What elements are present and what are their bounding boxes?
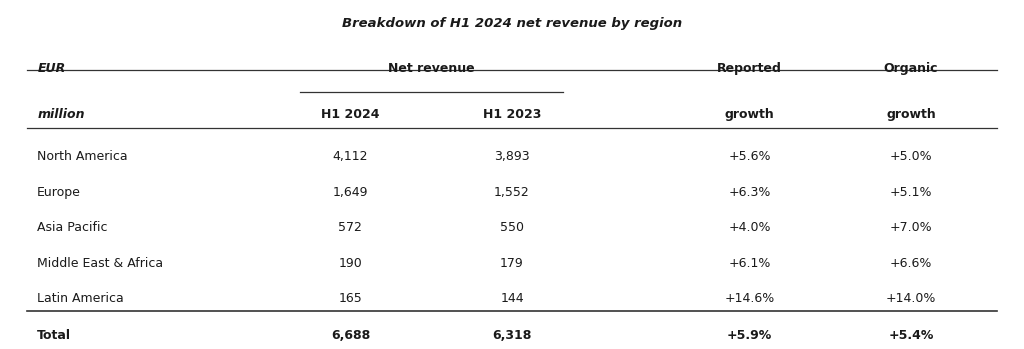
Text: 6,318: 6,318 — [493, 329, 531, 342]
Text: +4.0%: +4.0% — [728, 221, 771, 234]
Text: 179: 179 — [500, 257, 524, 269]
Text: +5.4%: +5.4% — [888, 329, 934, 342]
Text: 1,649: 1,649 — [333, 186, 369, 199]
Text: 6,688: 6,688 — [331, 329, 370, 342]
Text: +6.1%: +6.1% — [728, 257, 771, 269]
Text: +5.0%: +5.0% — [890, 150, 932, 163]
Text: +7.0%: +7.0% — [890, 221, 932, 234]
Text: North America: North America — [37, 150, 128, 163]
Text: +14.6%: +14.6% — [724, 292, 774, 305]
Text: Net revenue: Net revenue — [388, 62, 474, 75]
Text: H1 2024: H1 2024 — [322, 109, 380, 121]
Text: +5.6%: +5.6% — [728, 150, 771, 163]
Text: Breakdown of H1 2024 net revenue by region: Breakdown of H1 2024 net revenue by regi… — [342, 17, 682, 30]
Text: 572: 572 — [339, 221, 362, 234]
Text: 144: 144 — [500, 292, 524, 305]
Text: +5.9%: +5.9% — [727, 329, 772, 342]
Text: million: million — [37, 109, 85, 121]
Text: growth: growth — [725, 109, 774, 121]
Text: Total: Total — [37, 329, 72, 342]
Text: H1 2023: H1 2023 — [482, 109, 542, 121]
Text: Organic: Organic — [884, 62, 938, 75]
Text: Europe: Europe — [37, 186, 81, 199]
Text: EUR: EUR — [37, 62, 66, 75]
Text: 165: 165 — [339, 292, 362, 305]
Text: +5.1%: +5.1% — [890, 186, 932, 199]
Text: 190: 190 — [339, 257, 362, 269]
Text: +6.3%: +6.3% — [728, 186, 771, 199]
Text: Reported: Reported — [717, 62, 781, 75]
Text: +6.6%: +6.6% — [890, 257, 932, 269]
Text: +14.0%: +14.0% — [886, 292, 936, 305]
Text: Middle East & Africa: Middle East & Africa — [37, 257, 164, 269]
Text: Latin America: Latin America — [37, 292, 124, 305]
Text: 4,112: 4,112 — [333, 150, 369, 163]
Text: Asia Pacific: Asia Pacific — [37, 221, 108, 234]
Text: 1,552: 1,552 — [495, 186, 529, 199]
Text: 3,893: 3,893 — [495, 150, 529, 163]
Text: 550: 550 — [500, 221, 524, 234]
Text: growth: growth — [886, 109, 936, 121]
